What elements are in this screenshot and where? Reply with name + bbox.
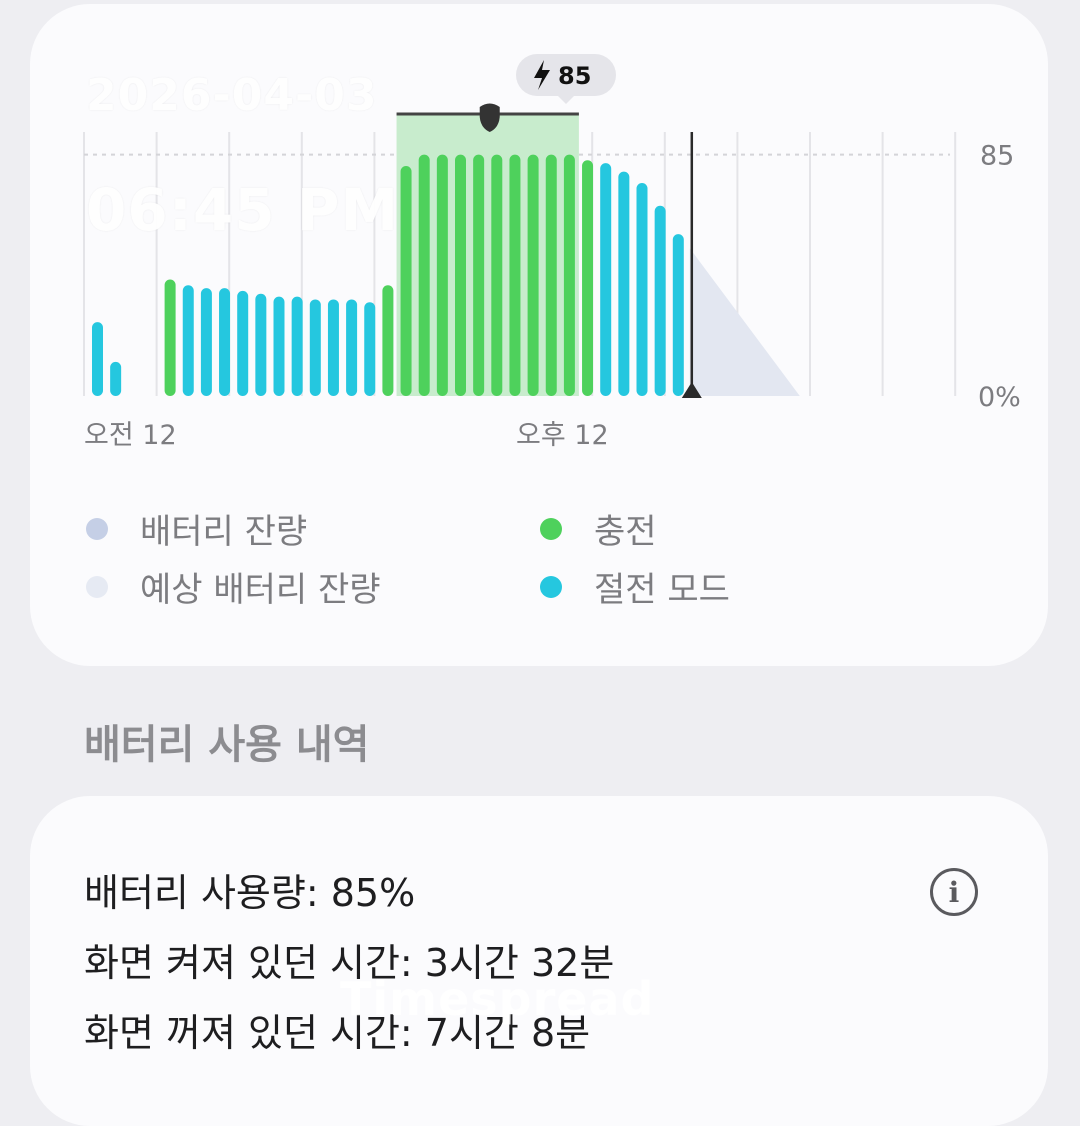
bar-power-saving [182, 285, 194, 396]
bar-power-saving [346, 299, 358, 396]
y-tick-label: 0% [978, 382, 1021, 413]
bar-power-saving [364, 302, 376, 396]
legend-item-projected-level: 예상 배터리 잔량 [86, 562, 381, 611]
bar-charging [582, 160, 594, 396]
bar-charging [164, 279, 176, 396]
lightning-icon [534, 60, 550, 90]
legend-dot-power-saving [540, 575, 562, 598]
bar-charging [418, 154, 430, 396]
bar-charging [545, 154, 557, 396]
usage-card: 배터리 사용량: 85% 화면 켜져 있던 시간: 3시간 32분 화면 꺼져 … [30, 796, 1048, 1126]
bar-power-saving [255, 293, 267, 396]
bar-charging [491, 154, 503, 396]
screen-off-time-text: 화면 꺼져 있던 시간: 7시간 8분 [84, 1011, 591, 1055]
charge-tooltip-value: 85 [558, 62, 591, 90]
screen-on-time-text: 화면 켜져 있던 시간: 3시간 32분 [84, 941, 615, 985]
legend-dot-charging [540, 517, 562, 540]
bar-charging [436, 154, 448, 396]
bar-power-saving [291, 296, 303, 396]
battery-usage-text: 배터리 사용량: 85% [84, 871, 416, 915]
bar-charging [509, 154, 521, 396]
charge-tooltip [516, 54, 616, 96]
projected-battery-area [689, 248, 800, 396]
battery-level-chart: 85 85 0% 오전 12 오후 12 [83, 54, 1021, 451]
bar-charging [382, 285, 394, 396]
current-time-marker [681, 382, 702, 398]
legend-item-battery-level: 배터리 잔량 [86, 504, 307, 553]
charge-tooltip-pointer [558, 96, 574, 104]
overlay-time: 06:45 PM [86, 176, 400, 244]
bar-power-saving [237, 290, 249, 396]
bar-power-saving [92, 322, 103, 396]
battery-chart-card: 85 85 0% 오전 12 오후 12 배터리 잔량 예상 배터리 잔량 충전 절전 … [30, 4, 1048, 666]
bar-charging [473, 154, 485, 396]
legend-dot-battery-level [86, 517, 108, 540]
x-tick-label: 오전 12 [84, 420, 177, 451]
bar-power-saving [618, 171, 630, 396]
bar-power-saving [636, 183, 648, 396]
bar-power-saving [309, 299, 321, 396]
bar-power-saving [654, 205, 666, 396]
bar-power-saving [200, 288, 212, 396]
bar-power-saving [672, 234, 684, 396]
x-tick-label: 오후 12 [516, 420, 609, 451]
overlay-date: 2026-04-03 [86, 70, 378, 121]
legend-label-projected-level: 예상 배터리 잔량 [140, 570, 381, 610]
bar-charging [455, 154, 466, 396]
legend-label-battery-level: 배터리 잔량 [140, 512, 308, 552]
legend-dot-projected-level [86, 575, 108, 598]
bar-power-saving [327, 299, 339, 396]
legend-item-power-saving: 절전 모드 [540, 562, 730, 611]
watermark: Timespread [340, 972, 655, 1026]
legend-item-charging: 충전 [540, 504, 657, 553]
bar-power-saving [600, 163, 612, 396]
y-tick-label: 85 [980, 141, 1014, 172]
bar-charging [563, 154, 575, 396]
section-title: 배터리 사용 내역 [84, 722, 370, 768]
bar-power-saving [219, 288, 231, 396]
bar-charging [527, 154, 539, 396]
bar-power-saving [273, 296, 285, 396]
bar-charging [400, 165, 412, 396]
legend-label-charging: 충전 [594, 512, 657, 552]
bar-power-saving [110, 361, 122, 396]
info-icon[interactable]: i [930, 868, 978, 916]
shield-icon [479, 103, 500, 132]
legend-label-power-saving: 절전 모드 [594, 570, 730, 610]
